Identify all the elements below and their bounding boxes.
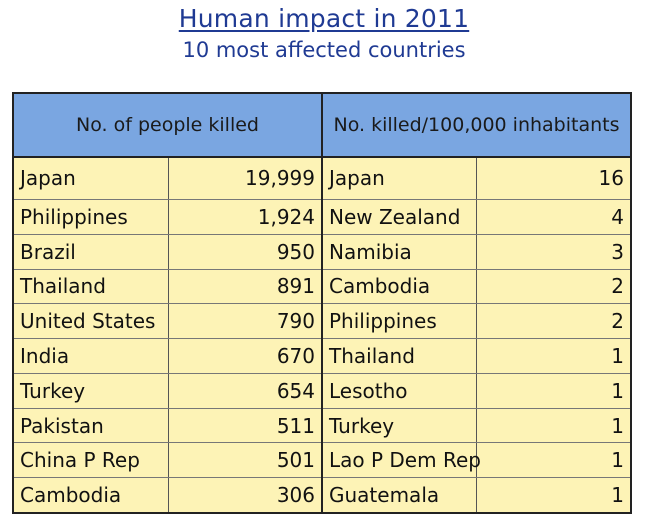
header-people-killed: No. of people killed bbox=[14, 94, 323, 158]
table-row: Turkey 654 Lesotho 1 bbox=[14, 373, 630, 409]
country-a-cell: India bbox=[14, 338, 169, 374]
country-b-cell: Lesotho bbox=[322, 373, 477, 409]
killed-per-100k-cell: 1 bbox=[476, 373, 630, 409]
table-row: Thailand 891 Cambodia 2 bbox=[14, 269, 630, 305]
killed-count-cell: 950 bbox=[168, 234, 323, 270]
country-a-cell: Turkey bbox=[14, 373, 169, 409]
impact-table: No. of people killed No. killed/100,000 … bbox=[14, 94, 630, 512]
country-a-cell: United States bbox=[14, 303, 169, 340]
killed-count-cell: 891 bbox=[168, 269, 323, 305]
country-b-cell: Cambodia bbox=[322, 269, 477, 305]
country-b-cell: Namibia bbox=[322, 234, 477, 270]
killed-per-100k-cell: 1 bbox=[611, 483, 624, 508]
table-row: Brazil 950 Namibia 3 bbox=[14, 234, 630, 270]
page-title: Human impact in 2011 bbox=[178, 4, 470, 33]
killed-count-cell: 654 bbox=[168, 373, 323, 409]
country-b-cell: Thailand bbox=[322, 338, 477, 374]
country-b-cell: Japan bbox=[322, 157, 477, 200]
country-a-cell: Thailand bbox=[14, 269, 169, 305]
table-header-row: No. of people killed No. killed/100,000 … bbox=[14, 94, 630, 158]
header-killed-per-100k: No. killed/100,000 inhabitants bbox=[322, 94, 630, 158]
killed-count-cell: 670 bbox=[168, 338, 323, 374]
country-a-cell: China P Rep bbox=[14, 442, 169, 479]
killed-per-100k-cell: 4 bbox=[476, 199, 630, 235]
impact-table-container: No. of people killed No. killed/100,000 … bbox=[12, 92, 632, 514]
country-b-cell: Turkey bbox=[322, 408, 477, 444]
country-b-cell: Philippines bbox=[322, 303, 477, 340]
killed-per-100k-cell: 3 bbox=[476, 234, 630, 270]
country-a-cell: Cambodia bbox=[14, 477, 169, 512]
killed-count-cell: 511 bbox=[168, 408, 323, 444]
table-row: India 670 Thailand 1 bbox=[14, 338, 630, 374]
country-a-cell: Philippines bbox=[14, 199, 169, 235]
killed-count-cell: 306 bbox=[168, 477, 323, 512]
country-b-cell: Lao P Dem Rep bbox=[322, 442, 481, 479]
killed-count-cell: 790 bbox=[168, 303, 323, 340]
country-b-cell: Guatemala bbox=[322, 477, 477, 512]
killed-per-100k-cell: 1 bbox=[476, 408, 630, 444]
killed-per-100k-cell: 1 bbox=[476, 442, 630, 479]
page-subtitle: 10 most affected countries bbox=[182, 38, 466, 62]
table-row: Cambodia 306 Guatemala 1 bbox=[14, 477, 630, 512]
killed-per-100k-cell: 16 bbox=[476, 157, 630, 200]
killed-count-cell: 19,999 bbox=[168, 157, 323, 200]
table-row: United States 790 Philippines 2 bbox=[14, 303, 630, 340]
killed-per-100k-cell: 2 bbox=[476, 303, 630, 340]
country-a-cell: Pakistan bbox=[14, 408, 169, 444]
killed-count-cell: 501 bbox=[168, 442, 323, 479]
table-row: China P Rep 501 Lao P Dem Rep 1 bbox=[14, 442, 630, 479]
table-row: Philippines 1,924 New Zealand 4 bbox=[14, 199, 630, 235]
country-b-cell: New Zealand bbox=[322, 199, 477, 235]
killed-per-100k-cell: 2 bbox=[476, 269, 630, 305]
killed-count-cell: 1,924 bbox=[168, 199, 323, 235]
country-a-cell: Japan bbox=[14, 157, 169, 200]
killed-per-100k-cell: 1 bbox=[476, 338, 630, 374]
country-a-cell: Brazil bbox=[14, 234, 169, 270]
table-body: Japan 19,999 Japan 16 Philippines 1,924 New Ze… bbox=[14, 157, 630, 512]
table-row: Pakistan 511 Turkey 1 bbox=[14, 408, 630, 444]
table-row: Japan 19,999 Japan 16 bbox=[14, 157, 630, 200]
